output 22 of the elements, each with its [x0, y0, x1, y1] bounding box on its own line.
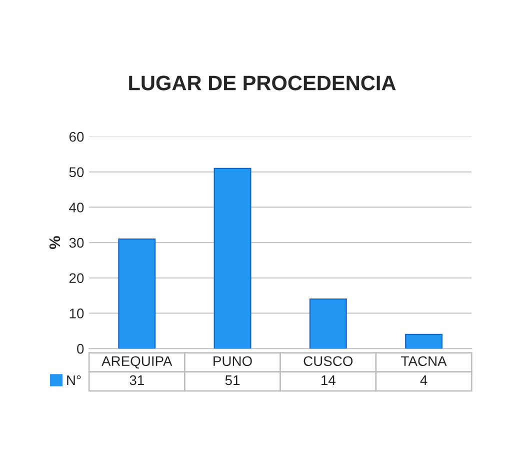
- y-axis-title: %: [49, 236, 60, 249]
- data-label: 4: [420, 375, 428, 385]
- y-tick-label: 40: [69, 202, 84, 212]
- bar: [309, 298, 347, 349]
- y-tick-label: 60: [69, 132, 84, 142]
- bar: [405, 334, 443, 349]
- x-tick-label: PUNO: [214, 356, 252, 366]
- y-tick-label: 0: [77, 344, 84, 354]
- chart-title: LUGAR DE PROCEDENCIA: [129, 76, 396, 90]
- x-tick-label: AREQUIPA: [102, 356, 172, 369]
- bar: [214, 168, 252, 349]
- data-label: 31: [130, 375, 144, 386]
- data-label: 51: [225, 375, 240, 386]
- legend-label: N°: [67, 375, 81, 386]
- y-tick-label: 20: [69, 273, 84, 284]
- y-tick-label: 10: [70, 308, 84, 318]
- x-tick-label: CUSCO: [304, 356, 353, 366]
- bar: [118, 238, 156, 349]
- y-tick-label: 50: [69, 167, 84, 178]
- data-label: 14: [321, 375, 336, 385]
- y-tick-label: 30: [69, 238, 84, 248]
- x-tick-label: TACNA: [401, 356, 447, 366]
